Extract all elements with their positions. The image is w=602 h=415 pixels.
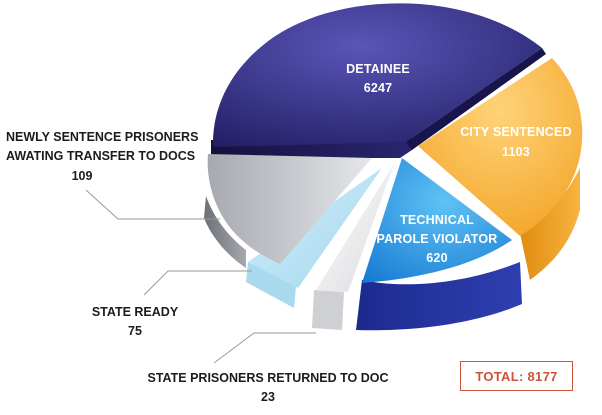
pie-slice-newly-sentenced <box>204 154 372 268</box>
label-detainee-value: 6247 <box>364 81 393 95</box>
pie-slice-detainee-top <box>212 3 542 148</box>
pie-slice-technical-parole-violator-top <box>362 158 512 283</box>
label-technical-line1: TECHNICAL <box>400 213 474 227</box>
leader-line-state-ready <box>143 270 252 296</box>
label-state-ready-value: 75 <box>128 324 142 338</box>
label-city-sentenced-value: 1103 <box>502 145 530 159</box>
label-newly-sentenced-value: 109 <box>72 169 93 183</box>
total-label: TOTAL: 8177 <box>475 368 558 384</box>
pie-slice-state-ready-side <box>246 262 296 308</box>
label-state-prisoners-returned-value: 23 <box>261 390 275 404</box>
label-newly-sentenced-line2: AWATING TRANSFER TO DOCS <box>6 149 195 163</box>
pie-slice-detainee-edge <box>406 48 546 150</box>
pie-slice-technical-parole-violator <box>356 158 522 331</box>
label-detainee-name: DETAINEE <box>346 62 410 76</box>
label-technical-value: 620 <box>426 251 447 265</box>
label-city-sentenced-name: CITY SENTENCED <box>460 125 572 139</box>
pie-slice-state-prisoners-returned <box>312 164 394 330</box>
leader-line-state-prisoners-returned <box>213 332 316 364</box>
pie-slice-newly-sentenced-top <box>207 154 372 264</box>
pie-slice-state-prisoners-returned-side <box>312 290 344 330</box>
pie-slice-city-sentenced-side <box>520 168 580 280</box>
total-box: TOTAL: 8177 <box>460 361 573 391</box>
pie-slice-detainee <box>211 3 546 158</box>
label-state-prisoners-returned-name: STATE PRISONERS RETURNED TO DOC <box>148 371 389 385</box>
pie-slice-technical-parole-violator-side <box>356 262 522 331</box>
pie-slice-state-prisoners-returned-top <box>316 164 394 292</box>
label-newly-sentenced-line1: NEWLY SENTENCE PRISONERS <box>6 130 198 144</box>
leader-line-newly-sentenced <box>85 189 220 220</box>
pie-slice-newly-sentenced-side <box>204 196 246 268</box>
pie-slice-city-sentenced <box>418 58 583 280</box>
label-state-ready-name: STATE READY <box>92 305 179 319</box>
label-technical-line2: PAROLE VIOLATOR <box>376 232 497 246</box>
pie-slice-city-sentenced-top <box>418 58 583 236</box>
